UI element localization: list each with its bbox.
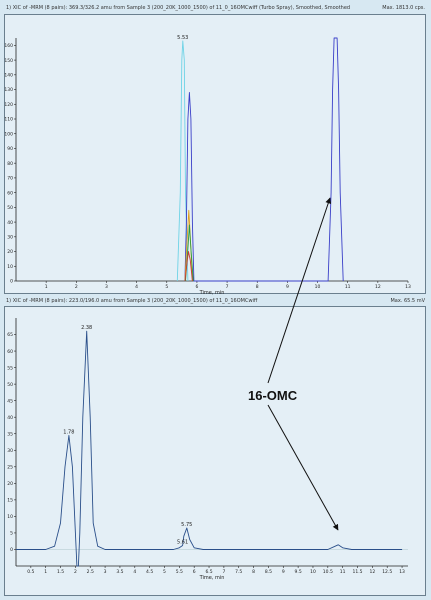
chart-1-x-tick-label: 8.5 [265, 569, 272, 575]
chart-0-x-tick-label: 13 [405, 284, 411, 290]
bottom-chart-panel [4, 306, 426, 596]
chart-1-x-tick-label: 0.5 [27, 569, 34, 575]
chart-1-x-tick-label: 9 [282, 569, 285, 575]
chart-0-x-tick-label: 7 [226, 284, 229, 290]
chart-0-x-tick-label: 1 [45, 284, 48, 290]
chart-0-y-tick-label: 40 [7, 220, 13, 226]
chart-1-peak-label: 5.75 [181, 522, 192, 528]
chart-0-x-axis-label: Time, min [199, 290, 225, 296]
chart-0-series-4-line [184, 251, 193, 282]
chart-0-x-tick-label: 11 [345, 284, 351, 290]
chart-1-y-tick-label: 30 [7, 448, 13, 454]
chart-1-peak-label: 5.61 [177, 539, 188, 545]
top-chart-panel [4, 14, 426, 294]
chart-1-y-tick-label: 35 [7, 431, 13, 437]
chart-1-x-tick-label: 11 [340, 569, 346, 575]
chart-1-x-tick-label: 10 [310, 569, 316, 575]
chart-1-x-tick-label: 8 [252, 569, 255, 575]
chart-1-x-axis-label: Time, min [199, 575, 225, 581]
chart-0-peak-label: 5.53 [177, 35, 188, 41]
chart-0-series-1-line [184, 37, 344, 282]
chart-1-x-tick-label: 2.5 [87, 569, 94, 575]
chart-1-x-tick-label: 5.5 [176, 569, 183, 575]
chart-1-x-tick-label: 1 [44, 569, 47, 575]
chart-0-x-tick-label: 4 [135, 284, 138, 290]
chart-0-x-tick-label: 5 [165, 284, 168, 290]
chart-1-x-tick-label: 3 [104, 569, 107, 575]
chart-0-y-tick-label: 120 [4, 102, 13, 108]
callout-arrow-top [267, 197, 332, 384]
chart-1-x-tick-label: 13 [399, 569, 405, 575]
chart-0-x-tick-label: 6 [195, 284, 198, 290]
chart-1-x-tick-label: 4 [133, 569, 136, 575]
top-panel-max: Max. 1813.0 cps. [382, 5, 425, 11]
chart-0-y-tick-label: 0 [10, 279, 13, 285]
chart-0-y-tick-label: 70 [7, 176, 13, 182]
chart-0-y-tick-label: 90 [7, 146, 13, 152]
chart-0-y-tick-label: 10 [7, 264, 13, 270]
chart-1-x-tick-label: 12.5 [382, 569, 392, 575]
chart-1-x-tick-label: 3.5 [116, 569, 123, 575]
chart-0-x-tick-label: 8 [256, 284, 259, 290]
chart-0-x-tick-label: 2 [75, 284, 78, 290]
chart-1-y-tick-label: 40 [7, 415, 13, 421]
chart-1-peak-label: 1.78 [63, 429, 74, 435]
chart-1-y-tick-label: 0 [10, 547, 13, 553]
chart-1-y-tick-label: 60 [7, 349, 13, 355]
callout-arrow-bottom [267, 404, 339, 531]
chart-1-x-tick-label: 6.5 [205, 569, 212, 575]
chart-1-x-tick-label: 10.5 [323, 569, 333, 575]
chart-0-x-tick-label: 12 [375, 284, 381, 290]
chart-1-x-tick-label: 5 [163, 569, 166, 575]
chart-0-y-tick-label: 60 [7, 190, 13, 196]
chart-0-y-tick-label: 50 [7, 205, 13, 211]
chart-0-y-tick-label: 150 [4, 58, 13, 64]
chart-1-x-tick-label: 6 [193, 569, 196, 575]
chart-1-x-tick-label: 1.5 [57, 569, 64, 575]
chart-0-x-tick-label: 3 [105, 284, 108, 290]
chart-0-y-tick-label: 110 [4, 117, 13, 123]
chart-1-series-0-line [16, 330, 403, 567]
chart-1-y-tick-label: 65 [7, 332, 13, 338]
chart-0-y-tick-label: 80 [7, 161, 13, 167]
bottom-panel-max: Max. 65.5 mV [390, 298, 425, 304]
chart-1-x-tick-label: 4.5 [146, 569, 153, 575]
chart-1-y-tick-label: 15 [7, 498, 13, 504]
chart-0-series-0-line [176, 40, 189, 282]
chart-1-y-tick-label: 10 [7, 514, 13, 520]
chart-0-y-tick-label: 160 [4, 43, 13, 49]
chart-1-y-tick-label: 50 [7, 382, 13, 388]
chart-1-y-tick-label: 55 [7, 365, 13, 371]
bottom-panel-header: 1) XIC of -MRM (8 pairs): 223.0/196.0 am… [6, 298, 258, 304]
chart-1-x-tick-label: 7 [222, 569, 225, 575]
chart-1-y-tick-label: 45 [7, 398, 13, 404]
chart-1-x-tick-label: 12 [369, 569, 375, 575]
chart-0-y-tick-label: 30 [7, 235, 13, 241]
chart-1-y-tick-label: 25 [7, 465, 13, 471]
chart-1-y-tick-label: 20 [7, 481, 13, 487]
chart-0-y-tick-label: 20 [7, 249, 13, 255]
compound-callout-label: 16-OMC [248, 388, 298, 403]
chart-0-x-tick-label: 10 [315, 284, 321, 290]
chart-0-y-tick-label: 140 [4, 73, 13, 79]
chart-0-x-tick-label: 9 [286, 284, 289, 290]
chart-1-peak-label: 2.38 [81, 325, 92, 331]
chart-1-x-tick-label: 9.5 [295, 569, 302, 575]
chart-1-x-tick-label: 7.5 [235, 569, 242, 575]
chart-1-y-tick-label: 5 [10, 531, 13, 537]
top-panel-header: 1) XIC of -MRM (8 pairs): 369.3/326.2 am… [6, 5, 351, 11]
chart-1-x-tick-label: 2 [74, 569, 77, 575]
chart-0-y-tick-label: 130 [4, 87, 13, 93]
chart-0-y-tick-label: 100 [4, 131, 13, 137]
chart-1-x-tick-label: 11.5 [352, 569, 362, 575]
